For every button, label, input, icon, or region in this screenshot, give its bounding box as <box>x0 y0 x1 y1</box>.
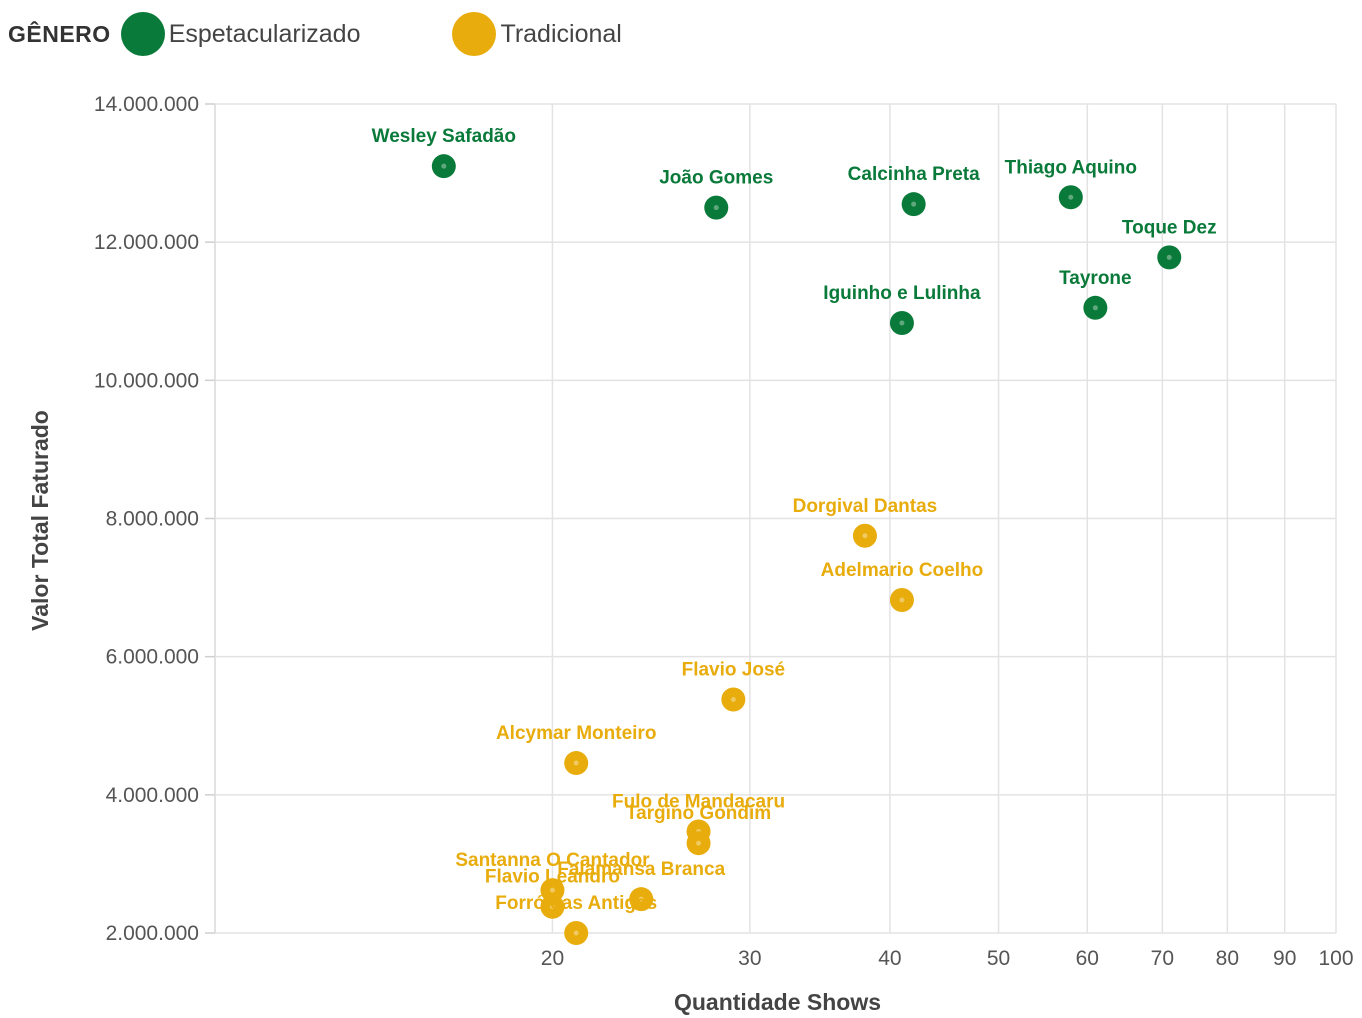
point-marker[interactable] <box>540 878 565 903</box>
point-tayrone[interactable] <box>1083 295 1108 320</box>
point-wesley-safadao[interactable] <box>431 154 456 179</box>
point-adelmario-coelho[interactable] <box>889 588 914 613</box>
point-marker[interactable] <box>431 154 456 179</box>
x-tick-label: 30 <box>738 947 761 970</box>
x-tick-label: 40 <box>878 947 901 970</box>
y-tick-label: 8.000.000 <box>106 508 199 531</box>
x-tick-label: 50 <box>987 947 1010 970</box>
point-marker[interactable] <box>1058 185 1083 210</box>
point-marker[interactable] <box>564 751 589 776</box>
point-center <box>899 320 905 326</box>
data-points <box>431 154 1182 945</box>
point-label-dorgival-dantas: Dorgival Dantas <box>793 496 938 517</box>
point-center <box>441 163 447 169</box>
y-axis-title: Valor Total Faturado <box>27 410 53 631</box>
point-label-adelmario-coelho: Adelmario Coelho <box>821 560 984 581</box>
x-tick-label: 100 <box>1318 947 1353 970</box>
point-center <box>1068 194 1074 200</box>
y-tick-label: 10.000.000 <box>94 369 199 392</box>
point-marker[interactable] <box>1083 295 1108 320</box>
point-dorgival-dantas[interactable] <box>852 523 877 548</box>
point-calcinha-preta[interactable] <box>901 192 926 217</box>
x-tick-label: 90 <box>1273 947 1296 970</box>
point-santanna-o-cantador[interactable] <box>540 878 565 903</box>
legend-label-tradicional: Tradicional <box>500 19 622 48</box>
point-marker[interactable] <box>686 831 711 856</box>
point-marker[interactable] <box>704 195 729 220</box>
point-flavio-jose[interactable] <box>721 687 746 712</box>
legend-item-tradicional[interactable]: Tradicional <box>452 12 622 56</box>
point-labels: Wesley Safadão João Gomes Calcinha Preta Th… <box>372 126 1217 914</box>
point-center <box>573 930 579 936</box>
point-joao-gomes[interactable] <box>704 195 729 220</box>
point-label-flavio-leandro: Flavio Leandro <box>485 867 620 888</box>
y-tick-label: 2.000.000 <box>106 922 199 945</box>
point-label-toque-dez: Toque Dez <box>1122 217 1217 238</box>
point-label-joao-gomes: João Gomes <box>659 168 773 189</box>
legend-item-espetacularizado[interactable]: Espetacularizado <box>120 12 361 56</box>
point-label-fulo-de-mandacaru: Fulo de Mandacaru <box>612 791 785 812</box>
point-center <box>862 533 868 539</box>
legend: GÊNERO Espetacularizado Tradicional <box>8 10 714 58</box>
point-center <box>911 201 917 207</box>
point-label-flavio-jose: Flavio José <box>682 659 786 680</box>
point-label-falamansa-branca: Falamansa Branca <box>557 859 725 880</box>
point-label-targino-gondim: Targino Gondim <box>626 803 771 824</box>
point-marker[interactable] <box>629 887 654 912</box>
point-label-thiago-aquino: Thiago Aquino <box>1005 157 1137 178</box>
point-flavio-leandro[interactable] <box>540 894 565 919</box>
x-tick-label: 20 <box>541 947 564 970</box>
point-label-calcinha-preta: Calcinha Preta <box>848 164 980 185</box>
point-label-iguinho-e-lulinha: Iguinho e Lulinha <box>823 283 981 304</box>
y-tick-label: 4.000.000 <box>106 784 199 807</box>
point-marker[interactable] <box>889 588 914 613</box>
grid <box>205 103 1337 934</box>
legend-swatch-tradicional <box>452 12 497 56</box>
point-label-wesley-safadao: Wesley Safadão <box>372 126 516 147</box>
point-center <box>1166 254 1172 260</box>
y-axis-ticks: 2.000.000 4.000.000 6.000.000 8.000.000 10.0… <box>94 93 199 945</box>
point-center <box>573 760 579 766</box>
point-center <box>899 597 905 603</box>
point-marker[interactable] <box>901 192 926 217</box>
point-toque-dez[interactable] <box>1157 245 1182 270</box>
point-iguinho-e-lulinha[interactable] <box>889 310 914 335</box>
point-marker[interactable] <box>721 687 746 712</box>
point-center <box>549 887 555 893</box>
x-tick-label: 70 <box>1151 947 1174 970</box>
point-alcymar-monteiro[interactable] <box>564 751 589 776</box>
point-center <box>730 696 736 702</box>
point-label-alcymar-monteiro: Alcymar Monteiro <box>496 723 656 744</box>
point-marker[interactable] <box>540 894 565 919</box>
x-tick-label: 60 <box>1076 947 1099 970</box>
point-marker[interactable] <box>564 921 589 945</box>
point-center <box>549 904 555 910</box>
y-tick-label: 12.000.000 <box>94 231 199 254</box>
point-marker[interactable] <box>1157 245 1182 270</box>
point-center <box>1092 305 1098 311</box>
point-marker[interactable] <box>852 523 877 548</box>
x-axis-title: Quantidade Shows <box>674 989 881 1015</box>
point-label-forro-das-antigas: Forró das Antigas <box>495 893 657 914</box>
legend-swatch-espetacularizado <box>120 12 165 56</box>
point-falamansa-branca[interactable] <box>629 887 654 912</box>
y-tick-label: 6.000.000 <box>106 646 199 669</box>
point-center <box>713 205 719 211</box>
x-axis-ticks: 20 30 40 50 60 70 80 90 100 <box>541 947 1354 970</box>
point-forro-das-antigas[interactable] <box>564 921 589 945</box>
x-tick-label: 80 <box>1216 947 1239 970</box>
point-label-santanna-o-cantador: Santanna O Cantador <box>455 850 650 871</box>
point-targino-gondim[interactable] <box>686 831 711 856</box>
point-label-tayrone: Tayrone <box>1059 268 1132 289</box>
y-tick-label: 14.000.000 <box>94 93 199 116</box>
point-center <box>696 840 702 846</box>
legend-label-espetacularizado: Espetacularizado <box>168 19 361 48</box>
point-thiago-aquino[interactable] <box>1058 185 1083 210</box>
point-marker[interactable] <box>889 310 914 335</box>
point-center <box>638 896 644 902</box>
legend-title: GÊNERO <box>8 20 111 47</box>
